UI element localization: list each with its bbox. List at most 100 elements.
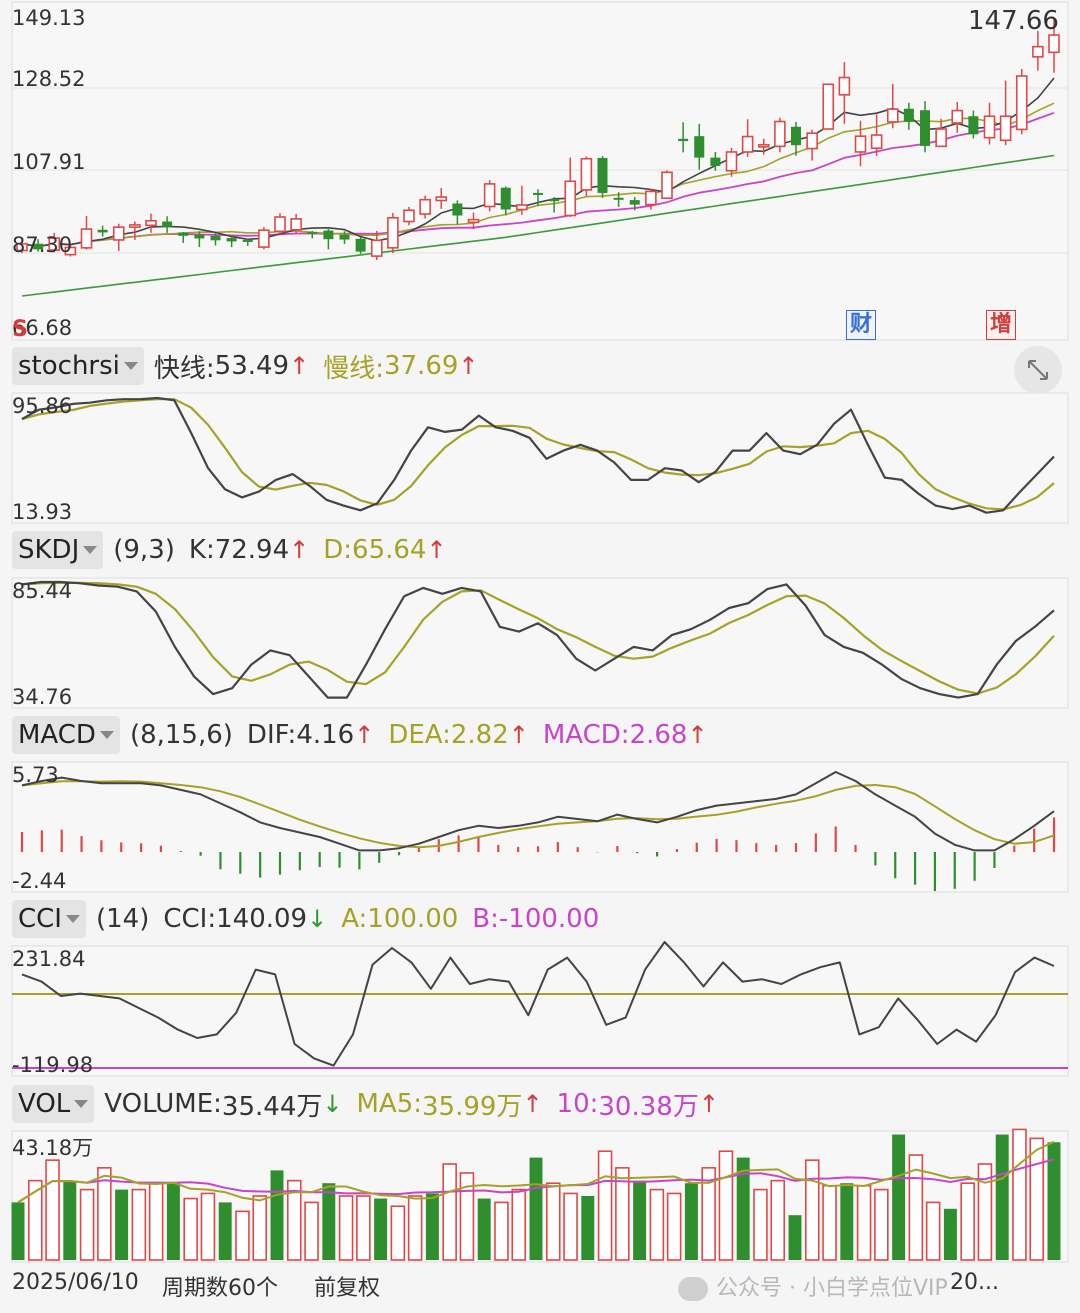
candle-body-up — [725, 151, 738, 172]
candle-body-down — [242, 239, 253, 242]
cci-a-label: A: — [341, 904, 368, 934]
chevron-down-icon — [74, 1100, 89, 1108]
footer-adjust[interactable]: 前复权 — [314, 1276, 381, 1301]
expand-icon[interactable] — [1014, 346, 1062, 394]
volume-bar-up — [131, 1188, 147, 1261]
candle-body-up — [645, 190, 657, 206]
cci-selector[interactable]: CCI — [12, 900, 86, 938]
macd-macd-label: MACD: — [542, 720, 630, 750]
volume-ma5-line — [17, 1140, 1055, 1204]
footer-start-date: 2025/06/10 — [12, 1270, 139, 1295]
candle-body-up — [370, 239, 383, 257]
cci-axis-top: 231.84 — [12, 947, 86, 971]
finance-marker-badge[interactable]: 财 — [846, 310, 876, 340]
chevron-down-icon — [99, 731, 114, 739]
skdj-name: SKDJ — [18, 535, 80, 565]
volume-bar-up — [753, 1188, 768, 1261]
footer-period[interactable]: 周期数60个 — [162, 1276, 278, 1301]
up-arrow-icon: ↑ — [698, 1090, 719, 1118]
stochrsi-fast-line — [21, 396, 1055, 514]
vol-axis-top: 43.18万 — [12, 1136, 94, 1160]
candle-body-up — [564, 180, 577, 217]
macd-name: MACD — [18, 720, 96, 750]
candle-body-down — [597, 157, 608, 193]
panel-frame — [11, 1, 1069, 341]
candle-body-up — [757, 144, 770, 148]
candle-body-up — [951, 109, 964, 124]
cci-b-value: -100.00 — [498, 904, 600, 934]
s-marker-badge[interactable]: S — [12, 317, 28, 342]
candle-body-down — [226, 238, 237, 242]
panel-frame — [11, 392, 1069, 524]
macd-selector[interactable]: MACD — [12, 716, 120, 754]
up-arrow-icon: ↑ — [458, 352, 479, 380]
price-axis-label-3: 107.91 — [12, 150, 86, 174]
volume-bar-down — [736, 1157, 750, 1260]
candle-body-down — [500, 187, 511, 210]
candle-body-up — [16, 242, 28, 252]
volume-bar-up — [563, 1192, 578, 1261]
vol-header: VOL VOLUME: 35.44万 ↓ MA5: 35.99万 ↑ 10: 30.38万… — [0, 1084, 719, 1124]
volume-bar-up — [338, 1195, 354, 1261]
volume-bar-up — [856, 1184, 872, 1261]
macd-macd-value: 2.68 — [629, 720, 688, 750]
cci-line — [21, 941, 1055, 1067]
candle-body-up — [419, 198, 431, 215]
volume-bar-up — [908, 1154, 924, 1261]
stochrsi-axis-top: 95.86 — [12, 394, 73, 418]
skdj-k-value: 72.94 — [214, 535, 290, 565]
volume-bar-up — [200, 1192, 216, 1261]
price-axis-label-4: 87.30 — [12, 233, 73, 257]
candle-body-up — [935, 128, 947, 148]
vol-ma5-label: MA5: — [356, 1089, 422, 1119]
volume-bar-down — [374, 1198, 388, 1260]
increase-marker-badge[interactable]: 增 — [986, 310, 1016, 340]
volume-bar-up — [79, 1188, 95, 1261]
up-arrow-icon: ↑ — [289, 352, 310, 380]
vol-ma10-value: 30.38万 — [598, 1091, 699, 1122]
candle-body-down — [629, 200, 640, 205]
volume-bar-down — [1047, 1142, 1061, 1260]
volume-bar-up — [27, 1179, 43, 1261]
volume-bar-down — [425, 1193, 439, 1260]
candle-body-up — [838, 76, 851, 96]
candle-body-down — [33, 243, 44, 250]
price-axis-label-5: 66.68 — [12, 316, 73, 340]
vol-selector[interactable]: VOL — [12, 1085, 95, 1123]
volume-bar-down — [581, 1196, 595, 1260]
cci-header: CCI (14) CCI: 140.09 ↓ A: 100.00 B: -100.00 — [0, 899, 599, 939]
watermark: 公众号 · 小白学点位VIP — [678, 1270, 948, 1304]
candle-body-up — [516, 204, 528, 211]
volume-bar-up — [1029, 1137, 1045, 1261]
skdj-selector[interactable]: SKDJ — [12, 531, 104, 569]
volume-bar-up — [97, 1167, 112, 1261]
cci-a-value: 100.00 — [367, 904, 459, 934]
ma-long-line — [21, 154, 1055, 297]
candle-body-up — [48, 237, 61, 251]
stochrsi-selector[interactable]: stochrsi — [12, 347, 144, 385]
candle-body-up — [870, 134, 883, 150]
candle-body-up — [822, 83, 835, 130]
volume-bar-up — [545, 1182, 561, 1261]
macd-dif-label: DIF: — [246, 720, 297, 750]
volume-bar-up — [442, 1163, 457, 1261]
up-arrow-icon: ↑ — [354, 721, 375, 749]
macd-dea-label: DEA: — [388, 720, 451, 750]
candle-body-up — [999, 115, 1012, 142]
volume-bar-up — [874, 1188, 889, 1261]
candle-body-down — [162, 221, 173, 227]
candle-body-up — [403, 209, 415, 223]
skdj-params: (9,3) — [113, 535, 175, 565]
volume-bar-up — [252, 1195, 268, 1261]
volume-bar-up — [45, 1159, 60, 1261]
vol-volume-label: VOLUME: — [104, 1089, 222, 1119]
candle-body-up — [1048, 34, 1060, 54]
candle-body-down — [968, 116, 979, 135]
stochrsi-axis-bottom: 13.93 — [12, 500, 73, 524]
volume-bar-down — [892, 1134, 906, 1260]
chevron-down-icon — [83, 546, 98, 554]
up-arrow-icon: ↑ — [508, 721, 529, 749]
candle-body-up — [661, 171, 673, 200]
candle-body-up — [145, 219, 157, 227]
